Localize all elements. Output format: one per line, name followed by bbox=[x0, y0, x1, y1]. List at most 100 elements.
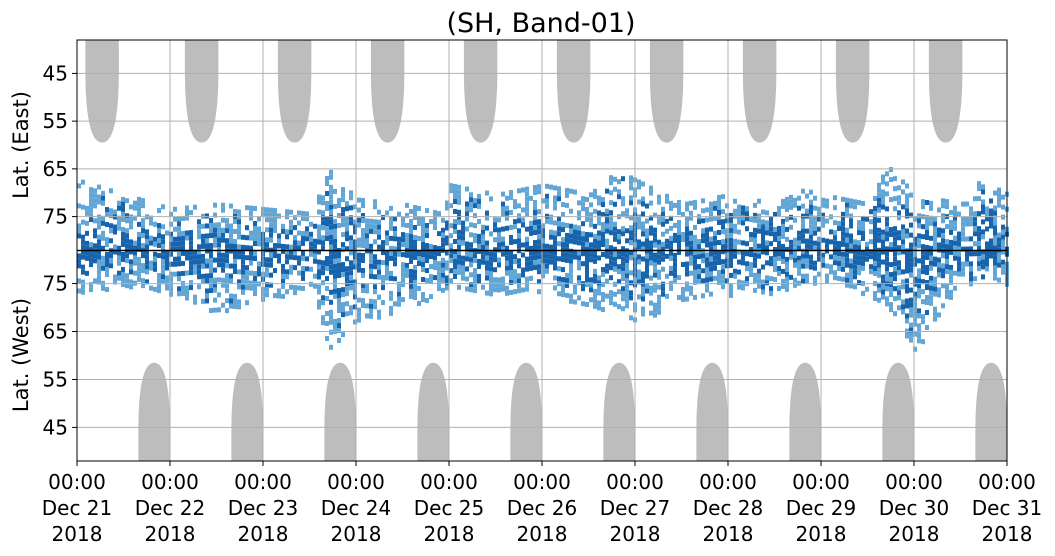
scatter-cell-539 bbox=[257, 271, 261, 277]
scatter-cell-1763 bbox=[629, 250, 633, 256]
scatter-cell-782 bbox=[333, 323, 337, 329]
scatter-cell-844 bbox=[349, 235, 353, 241]
scatter-cell-1420 bbox=[533, 250, 537, 256]
scatter-cell-493 bbox=[241, 279, 245, 285]
scatter-cell-2605 bbox=[897, 185, 901, 191]
scatter-cell-165 bbox=[129, 279, 133, 285]
scatter-cell-2503 bbox=[873, 225, 877, 231]
scatter-cell-1613 bbox=[593, 208, 597, 214]
scatter-cell-2520 bbox=[877, 202, 881, 208]
scatter-cell-1650 bbox=[601, 237, 605, 243]
scatter-cell-1061 bbox=[413, 294, 417, 300]
scatter-cell-2248 bbox=[781, 253, 785, 259]
scatter-cell-778 bbox=[333, 283, 337, 289]
scatter-cell-1093 bbox=[425, 268, 429, 274]
scatter-cell-1137 bbox=[445, 205, 449, 211]
scatter-cell-1040 bbox=[409, 268, 413, 274]
scatter-cell-1339 bbox=[509, 239, 513, 245]
scatter-cell-1966 bbox=[689, 210, 693, 216]
scatter-cell-1258 bbox=[481, 244, 485, 250]
scatter-cell-527 bbox=[253, 271, 257, 277]
scatter-cell-1045 bbox=[409, 293, 413, 299]
scatter-cell-2469 bbox=[857, 265, 861, 271]
scatter-cell-1754 bbox=[629, 180, 633, 186]
scatter-cell-1490 bbox=[557, 196, 561, 202]
scatter-cell-2887 bbox=[973, 196, 977, 202]
scatter-cell-2784 bbox=[937, 242, 941, 248]
scatter-cell-79 bbox=[101, 230, 105, 236]
scatter-cell-2912 bbox=[981, 204, 985, 210]
scatter-cell-2701 bbox=[917, 243, 921, 249]
scatter-cell-2052 bbox=[713, 260, 717, 266]
scatter-cell-370 bbox=[205, 273, 209, 279]
scatter-cell-233 bbox=[157, 233, 161, 239]
scatter-cell-2107 bbox=[729, 282, 733, 288]
scatter-cell-2106 bbox=[729, 272, 733, 278]
scatter-cell-1241 bbox=[473, 288, 477, 294]
chart-title: (SH, Band-01) bbox=[446, 8, 635, 39]
scatter-cell-1911 bbox=[669, 235, 673, 241]
scatter-cell-2940 bbox=[989, 253, 993, 259]
scatter-cell-1808 bbox=[641, 201, 645, 207]
scatter-cell-699 bbox=[317, 304, 321, 310]
scatter-cell-1075 bbox=[421, 237, 425, 243]
scatter-cell-223 bbox=[153, 236, 157, 242]
scatter-cell-803 bbox=[341, 187, 345, 193]
scatter-cell-406 bbox=[217, 232, 221, 238]
scatter-cell-62 bbox=[97, 219, 101, 225]
scatter-cell-1207 bbox=[465, 241, 469, 247]
scatter-cell-2420 bbox=[845, 202, 849, 208]
scatter-cell-339 bbox=[197, 219, 201, 225]
scatter-cell-49 bbox=[93, 203, 97, 209]
scatter-cell-1343 bbox=[509, 264, 513, 270]
x-tick-date-9: Dec 30 bbox=[879, 496, 950, 520]
scatter-cell-2519 bbox=[877, 197, 881, 203]
scatter-cell-440 bbox=[225, 283, 229, 289]
scatter-cell-2207 bbox=[765, 280, 769, 286]
scatter-cell-120 bbox=[117, 225, 121, 231]
scatter-cell-1496 bbox=[557, 256, 561, 262]
scatter-cell-466 bbox=[233, 263, 237, 269]
scatter-cell-2019 bbox=[705, 242, 709, 248]
scatter-cell-1994 bbox=[697, 239, 701, 245]
scatter-cell-2163 bbox=[753, 227, 757, 233]
scatter-cell-1003 bbox=[397, 286, 401, 292]
scatter-cell-2393 bbox=[833, 255, 837, 261]
scatter-cell-206 bbox=[145, 234, 149, 240]
scatter-cell-1434 bbox=[537, 254, 541, 260]
scatter-cell-2500 bbox=[873, 210, 877, 216]
scatter-cell-1647 bbox=[601, 222, 605, 228]
scatter-cell-331 bbox=[193, 204, 197, 210]
scatter-cell-1210 bbox=[465, 256, 469, 262]
scatter-cell-2755 bbox=[929, 250, 933, 256]
scatter-cell-1900 bbox=[665, 218, 669, 224]
scatter-cell-194 bbox=[141, 223, 145, 229]
scatter-cell-2229 bbox=[777, 210, 781, 216]
scatter-cell-2837 bbox=[953, 215, 957, 221]
upper-gap-0 bbox=[85, 40, 119, 143]
scatter-cell-1411 bbox=[533, 200, 537, 206]
scatter-cell-2394 bbox=[833, 260, 837, 266]
scatter-cell-34 bbox=[89, 197, 93, 203]
scatter-cell-1356 bbox=[513, 274, 517, 280]
scatter-cell-525 bbox=[253, 251, 257, 257]
scatter-cell-2694 bbox=[913, 331, 917, 337]
x-tick-year-6: 2018 bbox=[610, 522, 661, 546]
scatter-cell-1753 bbox=[629, 175, 633, 181]
scatter-cell-805 bbox=[341, 197, 345, 203]
scatter-cell-593 bbox=[277, 233, 281, 239]
scatter-cell-1235 bbox=[473, 253, 477, 259]
scatter-cell-1500 bbox=[557, 291, 561, 297]
scatter-cell-1013 bbox=[401, 262, 405, 268]
scatter-cell-1315 bbox=[501, 241, 505, 247]
scatter-cell-1063 bbox=[417, 215, 421, 221]
scatter-cell-2198 bbox=[765, 210, 769, 216]
scatter-cell-1732 bbox=[621, 276, 625, 282]
scatter-cell-2493 bbox=[869, 239, 873, 245]
scatter-cell-1745 bbox=[625, 268, 629, 274]
scatter-cell-2405 bbox=[837, 276, 841, 282]
scatter-cell-1201 bbox=[465, 186, 469, 192]
scatter-cell-2847 bbox=[957, 211, 961, 217]
scatter-cell-397 bbox=[213, 257, 217, 263]
